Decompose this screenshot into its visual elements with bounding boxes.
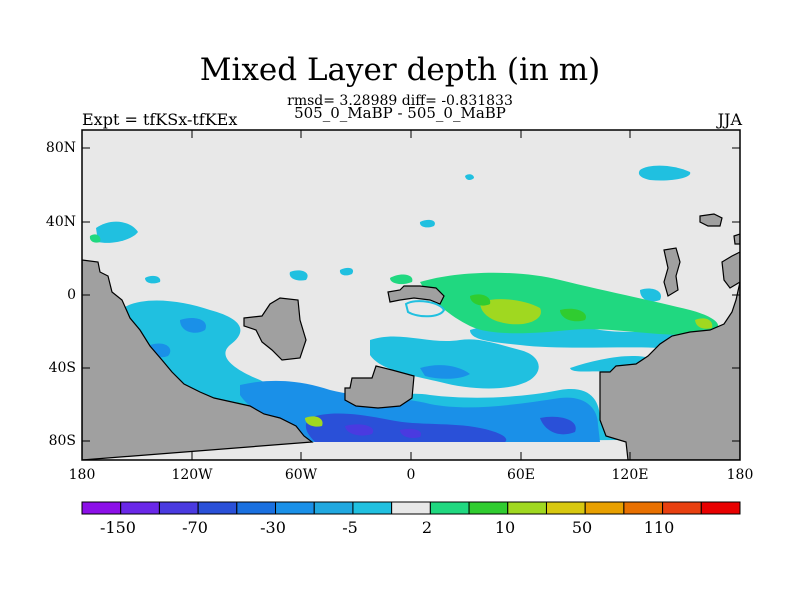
stats-line: rmsd= 3.28989 diff= -0.831833 bbox=[287, 93, 513, 109]
colorbar-swatch bbox=[468, 501, 509, 515]
colorbar-swatch bbox=[623, 501, 664, 515]
colorbar-swatch bbox=[429, 501, 470, 515]
colorbar-label: -70 bbox=[182, 518, 208, 537]
experiment-label: Expt = tfKSx-tfKEx bbox=[82, 110, 238, 129]
y-ticks bbox=[82, 147, 740, 442]
colorbar-label: 50 bbox=[571, 518, 593, 537]
colorbar-swatch bbox=[391, 501, 431, 515]
x-tick-label-120e: 120E bbox=[611, 467, 649, 483]
season-label: JJA bbox=[717, 110, 742, 129]
y-tick-label-40s: 40S bbox=[48, 360, 76, 376]
x-tick-label-120w: 120W bbox=[171, 467, 213, 483]
anomaly-yellow-green bbox=[305, 299, 713, 427]
colorbar-label: 10 bbox=[494, 518, 516, 537]
colorbar-swatch bbox=[81, 501, 122, 515]
colorbar-swatch bbox=[545, 501, 586, 515]
anomaly-deep-blue bbox=[345, 424, 422, 439]
colorbar-swatch bbox=[662, 501, 702, 515]
y-tick-label-80s: 80S bbox=[48, 433, 76, 449]
colorbar-label: -5 bbox=[342, 518, 358, 537]
inland-basin bbox=[404, 300, 446, 318]
colorbar-swatch bbox=[584, 501, 625, 515]
colorbar-swatch bbox=[236, 501, 277, 515]
colorbar-label: 110 bbox=[643, 518, 675, 537]
x-tick-label-60e: 60E bbox=[506, 467, 536, 483]
x-tick-label-0: 0 bbox=[406, 467, 416, 483]
colorbar-swatch bbox=[700, 501, 741, 515]
colorbar-swatch bbox=[120, 501, 160, 515]
y-tick-label-0: 0 bbox=[67, 287, 76, 303]
anomaly-strong-green bbox=[470, 294, 586, 322]
x-ticks bbox=[81, 130, 741, 460]
map-title: Mixed Layer depth (in m) bbox=[199, 52, 601, 88]
x-tick-label-180w: 180 bbox=[68, 467, 96, 483]
colorbar-label: 2 bbox=[421, 518, 433, 537]
colorbar-label: -30 bbox=[260, 518, 286, 537]
contour-field bbox=[82, 165, 740, 460]
y-tick-label-40n: 40N bbox=[45, 214, 76, 230]
y-tick-label-80n: 80N bbox=[45, 140, 76, 156]
colorbar-swatch bbox=[158, 501, 199, 515]
subtitle: 505_0_MaBP - 505_0_MaBP bbox=[294, 104, 506, 122]
colorbar-swatch bbox=[313, 501, 354, 515]
land-masses bbox=[82, 213, 740, 460]
colorbar-label: -150 bbox=[100, 518, 136, 537]
colorbar bbox=[81, 501, 741, 515]
x-tick-label-60w: 60W bbox=[284, 467, 318, 483]
colorbar-swatch bbox=[197, 501, 238, 515]
colorbar-swatch bbox=[352, 501, 393, 515]
colorbar-swatch bbox=[275, 501, 315, 515]
x-tick-label-180e: 180 bbox=[726, 467, 754, 483]
colorbar-swatch bbox=[507, 501, 547, 515]
